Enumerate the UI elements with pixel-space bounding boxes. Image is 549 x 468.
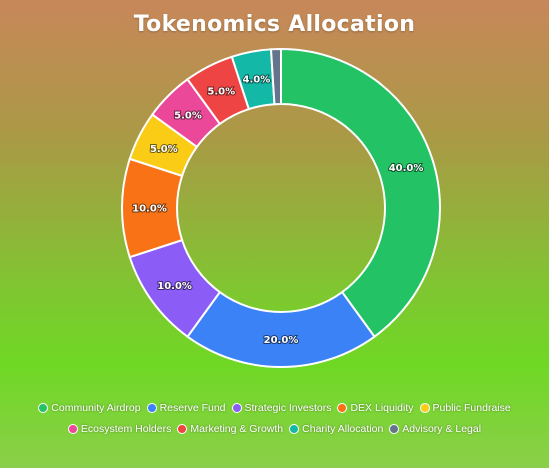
slice-label: 10.0% [157,281,192,292]
legend-item[interactable]: Public Fundraise [419,402,511,414]
legend-item[interactable]: Advisory & Legal [389,423,481,435]
donut-slice-community-airdrop[interactable] [280,47,441,339]
legend-swatch-icon [289,424,300,434]
legend-label: Strategic Investors [244,402,332,414]
slice-label: 5.0% [207,86,235,97]
legend-swatch-icon [38,403,49,413]
legend-swatch-icon [337,403,348,413]
slice-label: 20.0% [264,335,299,346]
legend-swatch-icon [177,424,188,434]
legend-label: DEX Liquidity [350,402,414,414]
legend-item[interactable]: Community Airdrop [38,402,141,414]
legend-label: Community Airdrop [51,402,141,414]
legend-item[interactable]: Strategic Investors [231,402,332,414]
legend-label: Advisory & Legal [402,423,482,435]
legend-label: Charity Allocation [302,423,384,435]
slice-label: 40.0% [389,163,424,174]
legend-swatch-icon [419,403,430,413]
legend-swatch-icon [67,424,78,434]
chart-legend: Community Airdrop Reserve Fund Strategic I… [0,402,549,435]
donut-slice-reserve-fund[interactable] [186,290,376,368]
slice-label: 4.0% [242,74,270,85]
legend-label: Reserve Fund [159,402,226,414]
slice-label: 5.0% [150,144,178,155]
legend-item[interactable]: Reserve Fund [146,402,226,414]
donut-chart: 40.0% 20.0% 10.0% 10.0% 5.0% 5.0% 5.0% 4.0% [121,47,441,368]
donut-slice-advisory-legal[interactable] [269,47,282,106]
legend-label: Ecosystem Holders [80,423,172,435]
legend-item[interactable]: Marketing & Growth [177,423,283,435]
slice-label: 5.0% [174,111,202,122]
legend-label: Marketing & Growth [190,423,284,435]
legend-swatch-icon [231,403,242,413]
legend-swatch-icon [389,424,400,434]
legend-item[interactable]: DEX Liquidity [337,402,414,414]
legend-label: Public Fundraise [432,402,511,414]
legend-item[interactable]: Ecosystem Holders [67,423,172,435]
slice-label: 10.0% [132,204,167,215]
chart-title: Tokenomics Allocation [133,12,416,37]
legend-swatch-icon [146,403,157,413]
legend-item[interactable]: Charity Allocation [289,423,383,435]
